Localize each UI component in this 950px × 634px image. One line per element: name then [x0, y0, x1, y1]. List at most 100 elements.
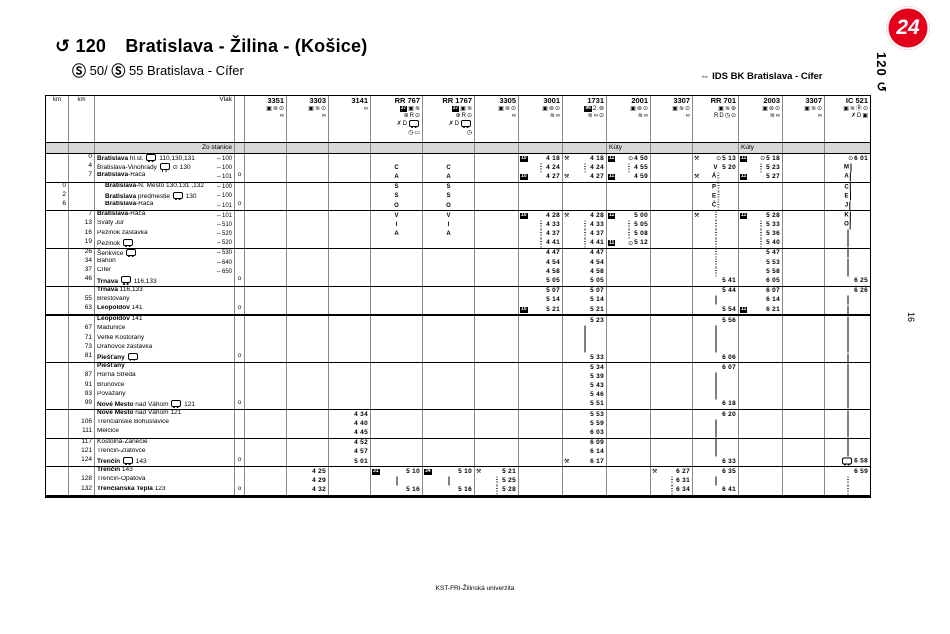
km-value: 13: [68, 219, 94, 230]
time-cell: [606, 276, 650, 286]
time-value: 5 53: [766, 258, 780, 266]
time-cell: [244, 457, 286, 467]
stop-marker-cell: [234, 316, 244, 326]
time-cell: A: [422, 229, 474, 239]
icon-glyph: 2.: [592, 105, 598, 112]
time-cell: [782, 248, 824, 259]
time-cell: 6 07: [692, 363, 738, 373]
time-value: 4 41: [546, 239, 560, 247]
time-cell: [650, 457, 692, 467]
time-cell: [370, 316, 422, 326]
time-value: 6 01: [854, 154, 868, 162]
table-row: 19 Pezinok ⇔520 4 41 4 41 11 ⊙ 5 12 5 40: [46, 238, 870, 249]
time-cell: C: [422, 163, 474, 173]
time-cell: [650, 325, 692, 335]
station-cell: Trenčín-Opatová: [94, 476, 234, 486]
time-cell: [692, 258, 738, 268]
time-cell: [782, 191, 824, 201]
time-cell: [474, 343, 518, 353]
km-value: [46, 428, 68, 437]
time-value: 4 50: [634, 154, 648, 162]
time-value: 5 05: [546, 276, 560, 284]
time-cell: [518, 372, 562, 382]
time-cell: [824, 334, 870, 344]
time-cell: [244, 200, 286, 211]
train-header: RR 767 37 ▣ ≋ ⊛ R ⊙ ✗ D ◷ ▭: [370, 96, 422, 142]
time-cell: [562, 485, 606, 495]
time-value: 6 21: [766, 305, 780, 313]
time-cell: [738, 381, 782, 391]
station-cell: Brunovce: [94, 381, 234, 391]
time-value: 4 54: [546, 258, 560, 266]
train-name-letter: A: [446, 231, 451, 238]
time-cell: 4 58: [562, 267, 606, 277]
time-cell: [422, 295, 474, 305]
km-value: 117: [68, 438, 94, 448]
time-cell: [692, 295, 738, 305]
time-cell: 31 5 10: [370, 467, 422, 477]
km-value: 91: [68, 381, 94, 391]
circle-dot-icon: ⊙: [716, 155, 722, 162]
train-header: 3307 ▣ ≋ ⊙ ∞: [650, 96, 692, 142]
time-cell: [422, 343, 474, 353]
time-value: 5 10: [458, 467, 472, 475]
time-cell: [328, 316, 370, 326]
station-name: Veľké Kostoľany: [97, 334, 145, 341]
time-cell: [422, 258, 474, 268]
time-cell: 5 51: [562, 399, 606, 410]
time-cell: [606, 191, 650, 201]
time-cell: [244, 419, 286, 429]
time-value: 5 25: [502, 476, 516, 484]
station-cell: Pezinok ⇔520: [94, 238, 234, 248]
time-cell: [422, 154, 474, 164]
time-cell: S: [370, 191, 422, 201]
time-cell: [782, 476, 824, 486]
time-cell: [824, 381, 870, 391]
time-cell: [606, 334, 650, 344]
time-cell: [606, 428, 650, 438]
station-name: Trenčín 143: [97, 467, 133, 474]
icon-glyph: ◷: [466, 129, 472, 136]
time-value: 5 36: [766, 229, 780, 237]
time-cell: [370, 286, 422, 296]
train-number: 3001: [543, 96, 560, 105]
wavy-line: [714, 211, 717, 221]
train-name-letter: O: [446, 202, 451, 209]
km-value: 37: [68, 266, 94, 277]
time-cell: ⚒ Á: [692, 172, 738, 182]
time-value: 4 58: [546, 267, 560, 275]
time-cell: [606, 438, 650, 448]
pass-line: [849, 201, 851, 211]
time-value: 5 54: [722, 305, 736, 313]
time-cell: [692, 381, 738, 391]
time-cell: [782, 372, 824, 382]
time-cell: [422, 238, 474, 248]
circle-dot-icon: ⊙: [414, 112, 420, 119]
train-header: 3305 ▣ ≋ ⊙ ∞: [474, 96, 518, 142]
train-number: RR 1767: [442, 96, 472, 105]
from-station-label: Zo stanice: [202, 143, 232, 151]
time-cell: [738, 476, 782, 486]
km-value: 128: [68, 476, 94, 486]
time-cell: [474, 267, 518, 277]
wavy-line: [714, 220, 717, 230]
station-cell: Nové Mesto nad Váhom 121: [94, 399, 234, 410]
train-name-letter: S: [446, 193, 451, 200]
station-name: Bratislava-Vinohrady ⊙ 130: [97, 163, 191, 172]
station-name: Trenčín-Opatová: [97, 476, 146, 483]
icon-glyph: ▭: [414, 129, 420, 136]
station-name: Brunovce: [97, 381, 125, 388]
train-icons: ▣ ⊚ ⊙: [741, 106, 780, 112]
time-cell: [824, 476, 870, 486]
km-value: [68, 286, 94, 296]
tariff-zone: ⇔100: [215, 184, 232, 191]
time-value: 5 10: [406, 467, 420, 475]
station-name: Bratislava hl.st. 110,130,131: [97, 154, 195, 163]
time-cell: [650, 267, 692, 277]
train-number: RR 767: [394, 96, 420, 105]
time-cell: [422, 248, 474, 259]
time-cell: 5 25: [474, 476, 518, 486]
ids-text: IDS BK Bratislava - Cífer: [712, 71, 823, 82]
time-cell: [606, 419, 650, 429]
